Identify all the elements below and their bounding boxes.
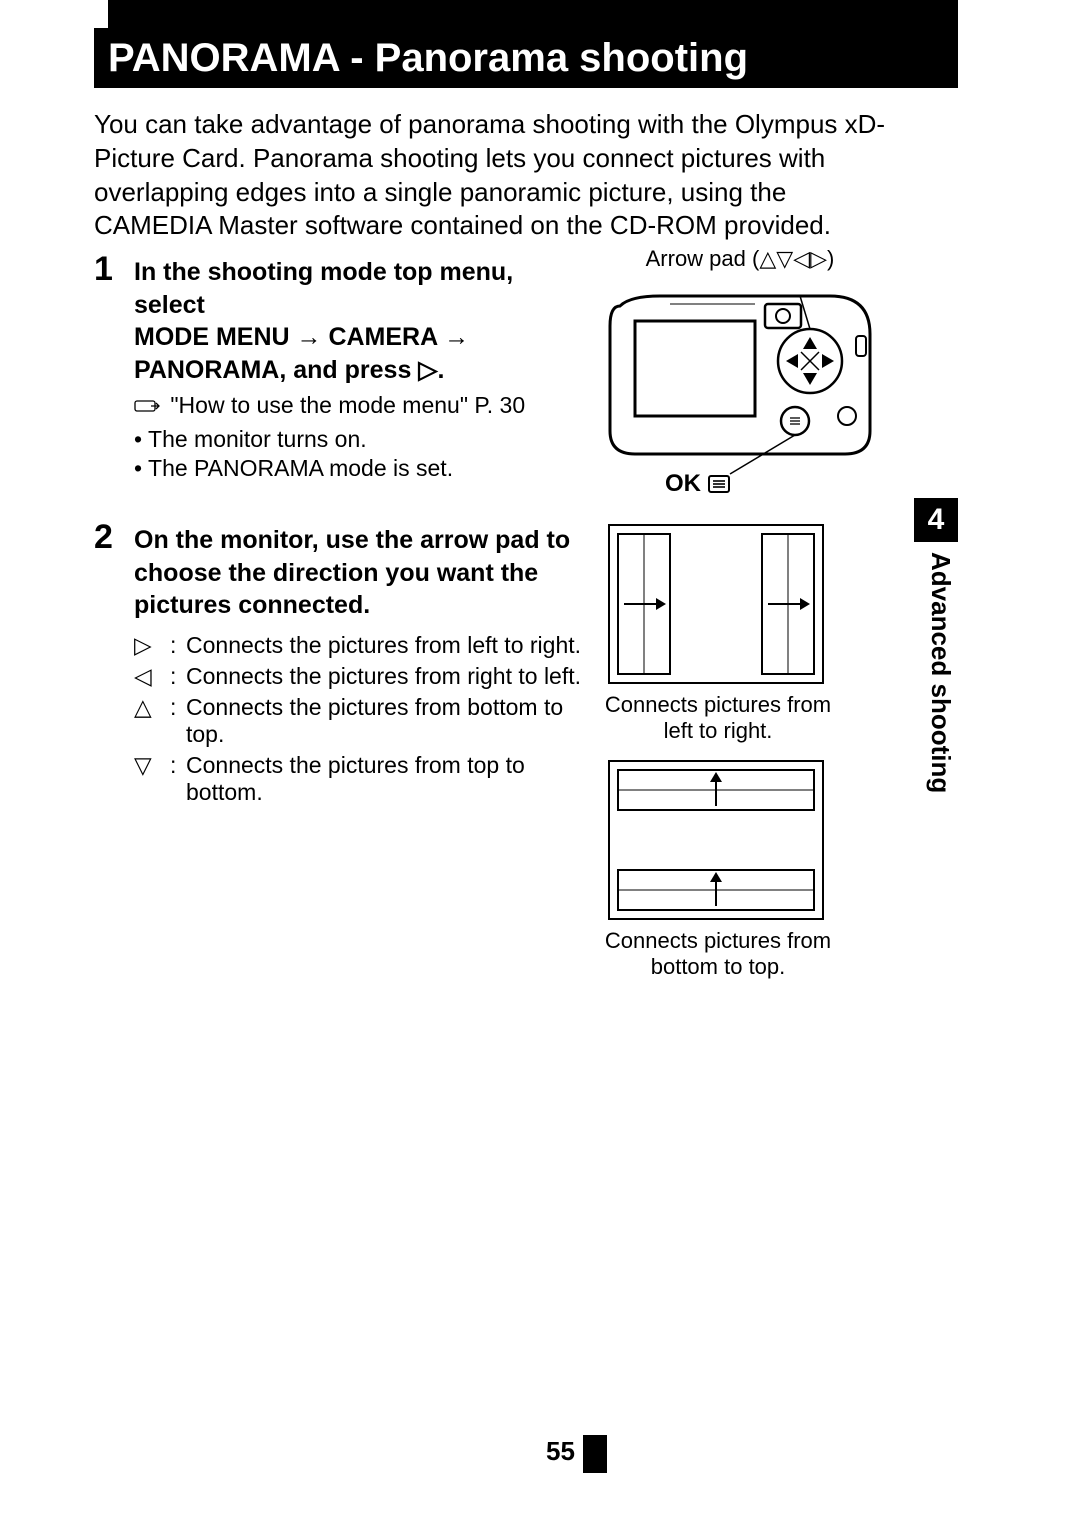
up-triangle-icon: △ [134,694,170,721]
step-2-content: On the monitor, use the arrow pad to cho… [134,524,594,810]
direction-row: ◁ : Connects the pictures from right to … [134,663,594,690]
menu-icon [708,475,730,493]
chapter-label: Advanced shooting [925,552,956,793]
diagram-left-to-right [608,524,824,684]
direction-list: ▷ : Connects the pictures from left to r… [134,632,594,806]
bullet-item: • The PANORAMA mode is set. [134,455,564,482]
camera-diagram: Arrow pad (△▽◁▷) [600,246,880,481]
direction-row: ▷ : Connects the pictures from left to r… [134,632,594,659]
direction-row: △ : Connects the pictures from bottom to… [134,694,594,748]
pointer-icon [134,393,160,420]
chapter-tab: 4 [914,498,958,542]
left-triangle-icon: ◁ [134,663,170,690]
bullet-item: • The monitor turns on. [134,426,564,453]
ok-label: OK [665,470,730,498]
step-number: 2 [94,518,113,557]
step-1-instruction: In the shooting mode top menu, select MO… [134,256,564,386]
diagram-2-caption: Connects pictures from bottom to top. [598,928,838,981]
step-1-content: In the shooting mode top menu, select MO… [134,256,564,482]
right-triangle-icon: ▷ [134,632,170,659]
arrow-pad-label: Arrow pad (△▽◁▷) [600,246,880,272]
page-number-marker [583,1435,607,1473]
down-triangle-icon: ▽ [134,752,170,779]
diagram-1-caption: Connects pictures from left to right. [598,692,838,745]
step-1-reference: "How to use the mode menu" P. 30 [134,392,564,420]
direction-row: ▽ : Connects the pictures from top to bo… [134,752,594,806]
page-number: 55 [546,1436,575,1467]
intro-paragraph: You can take advantage of panorama shoot… [94,108,904,243]
camera-back-illustration [600,276,880,476]
step-2-instruction: On the monitor, use the arrow pad to cho… [134,524,594,622]
diagram-bottom-to-top [608,760,824,920]
title-bar: PANORAMA - Panorama shooting [94,28,958,88]
top-black-bar [108,0,958,28]
step-1-bullets: • The monitor turns on. • The PANORAMA m… [134,426,564,482]
step-number: 1 [94,250,113,289]
page-title: PANORAMA - Panorama shooting [108,36,748,81]
